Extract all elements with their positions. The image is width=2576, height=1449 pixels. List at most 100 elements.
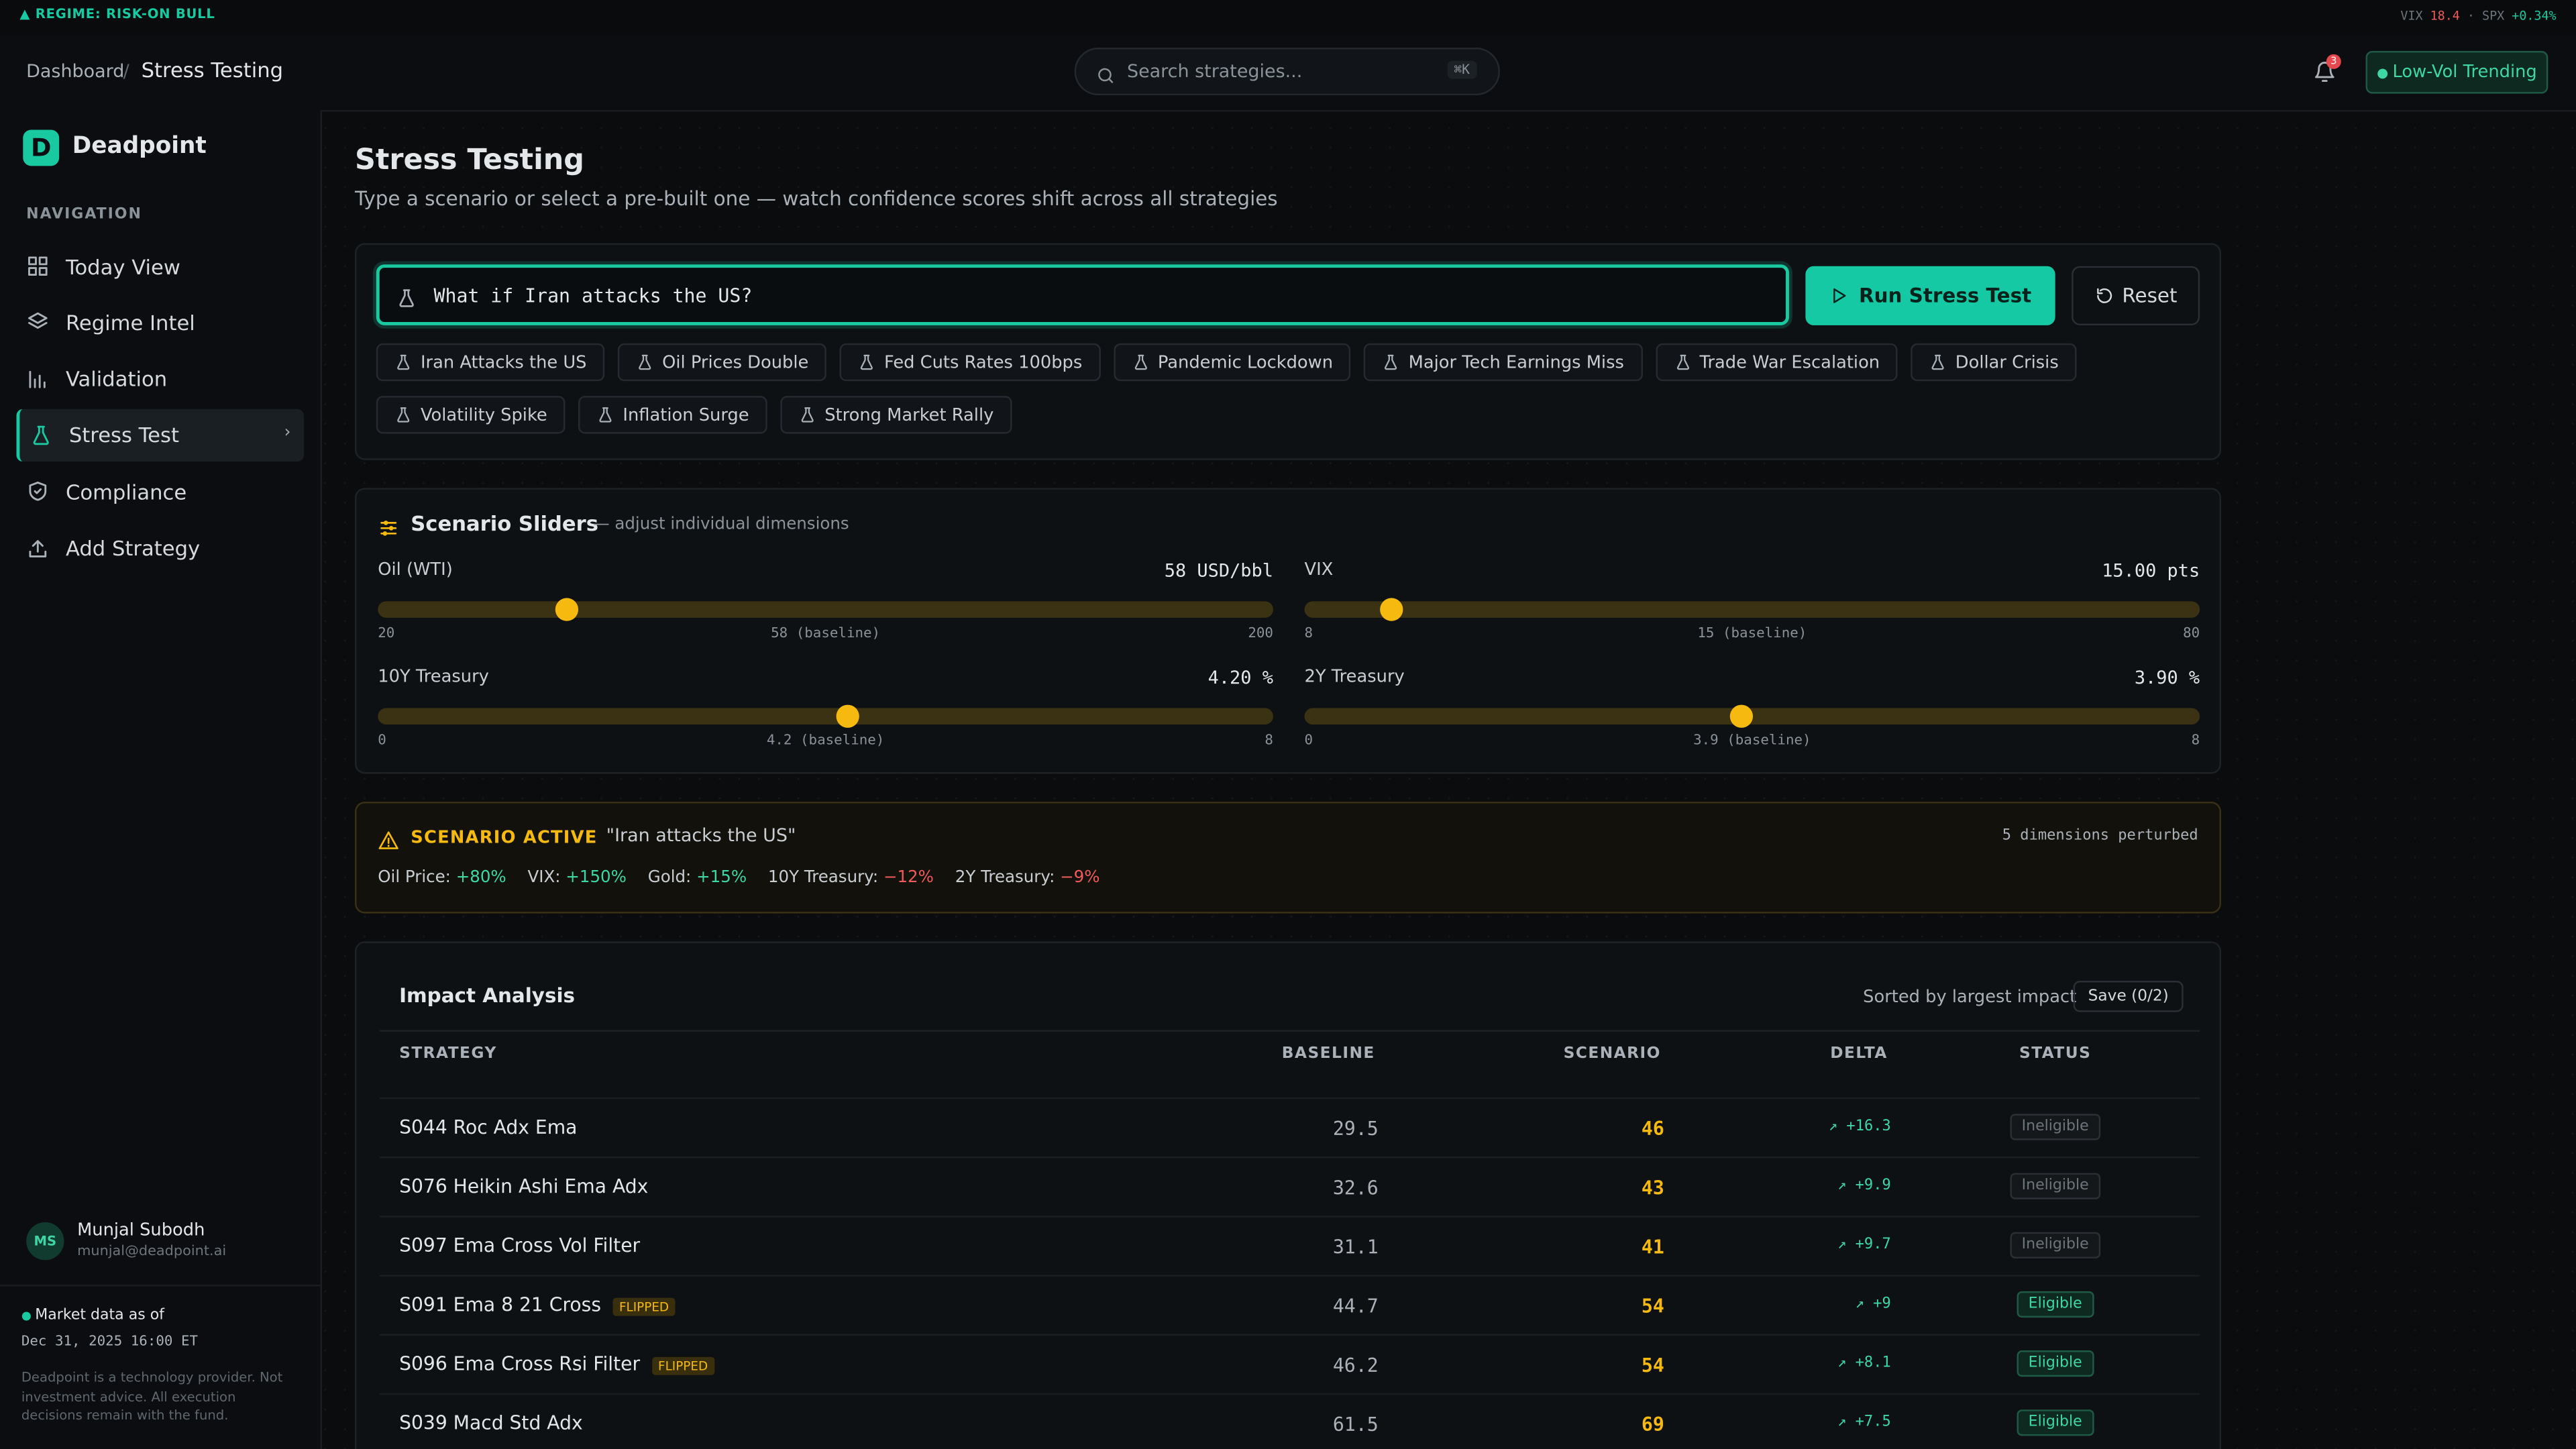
baseline-cell: 29.5 <box>1332 1117 1379 1140</box>
icon-part <box>801 407 814 423</box>
slider-value: 58 USD/bbl <box>1164 560 1273 582</box>
search-box[interactable]: Search strategies... ⌘K <box>1074 48 1500 96</box>
icon-part <box>1932 354 1945 370</box>
strategy-cell: S096 Ema Cross Rsi Filter FLIPPED <box>399 1352 714 1375</box>
breadcrumb-link[interactable]: Dashboard <box>26 60 125 83</box>
icon-part <box>2315 62 2334 78</box>
icon-part <box>380 521 397 536</box>
slider-max: 8 <box>2191 733 2200 749</box>
table-row[interactable]: S044 Roc Adx Ema 29.5 46 ↗ +16.3 Ineligible <box>379 1097 2200 1159</box>
breadcrumb-separator: / <box>123 60 129 83</box>
icon-part <box>32 539 44 552</box>
strategy-name: S039 Macd Std Adx <box>399 1411 583 1434</box>
table-row[interactable]: S076 Heikin Ashi Ema Adx 32.6 43 ↗ +9.9 Inel… <box>379 1157 2200 1218</box>
preset-chip[interactable]: Inflation Surge <box>578 396 767 434</box>
preset-chip[interactable]: Volatility Spike <box>376 396 566 434</box>
icon-part <box>378 831 398 849</box>
preset-chip[interactable]: Trade War Escalation <box>1655 343 1898 382</box>
run-button[interactable]: Run Stress Test <box>1805 266 2055 325</box>
notifications-button[interactable]: 3 <box>2313 54 2341 91</box>
run-label: Run Stress Test <box>1858 284 2032 307</box>
icon-part <box>2096 288 2103 294</box>
icon-part <box>28 322 48 329</box>
nav-label: Stress Test <box>68 423 179 448</box>
regime-badge[interactable]: ● Low-Vol Trending <box>2365 50 2548 94</box>
user-avatar: MS <box>26 1222 64 1260</box>
status-badge: Ineligible <box>2010 1173 2100 1199</box>
reset-button[interactable]: Reset <box>2072 266 2200 325</box>
effect: VIX: +150% <box>528 869 627 888</box>
effect-name: Gold: <box>647 869 692 888</box>
nav-item[interactable]: Compliance <box>16 466 304 518</box>
icon-part <box>29 549 47 557</box>
nav-item[interactable]: Add Strategy <box>16 522 304 574</box>
spx-label: SPX <box>2482 8 2505 23</box>
slider-knob[interactable] <box>1729 704 1753 728</box>
preset-chip[interactable]: Pandemic Lockdown <box>1113 343 1351 382</box>
strategy-cell: S091 Ema 8 21 Cross FLIPPED <box>399 1293 676 1316</box>
nav-item[interactable]: Regime Intel <box>16 297 304 349</box>
slider-track[interactable] <box>378 704 1273 728</box>
strategy-name: S096 Ema Cross Rsi Filter <box>399 1352 641 1375</box>
table-row[interactable]: S091 Ema 8 21 Cross FLIPPED 44.7 54 ↗ +9 Elig… <box>379 1275 2200 1336</box>
icon-part <box>1385 354 1398 370</box>
icon-part <box>28 313 48 329</box>
nav-label: Today View <box>65 254 180 279</box>
column-header: STATUS <box>2019 1044 2092 1063</box>
flipped-badge: FLIPPED <box>651 1356 714 1375</box>
slider-knob[interactable] <box>555 598 579 621</box>
table-row[interactable]: S097 Ema Cross Vol Filter 31.1 41 ↗ +9.7 Ine… <box>379 1216 2200 1277</box>
slider-knob[interactable] <box>836 704 860 728</box>
slider-min: 20 <box>378 626 395 643</box>
preset-chip[interactable]: Major Tech Earnings Miss <box>1364 343 1642 382</box>
icon-part <box>397 354 410 370</box>
effect: Gold: +15% <box>648 869 747 888</box>
preset-label: Strong Market Rally <box>824 405 994 425</box>
status-badge: Eligible <box>2017 1291 2094 1318</box>
icon-part <box>383 521 388 525</box>
save-button[interactable]: Save (0/2) <box>2073 981 2184 1012</box>
icon-part <box>1676 354 1688 370</box>
nav-item[interactable]: Stress Test › <box>16 409 305 462</box>
preset-chip[interactable]: Fed Cuts Rates 100bps <box>839 343 1101 382</box>
preset-label: Pandemic Lockdown <box>1157 352 1334 372</box>
slider-track[interactable] <box>378 598 1273 621</box>
status-dot: ● <box>2377 65 2393 81</box>
effect-list: Oil Price: +80% VIX: +150% Gold: +15% 10Y T… <box>378 869 1099 888</box>
effect-value: +80% <box>455 869 506 888</box>
page-subtitle: Type a scenario or select a pre-built on… <box>354 187 1278 211</box>
preset-chip[interactable]: Oil Prices Double <box>618 343 827 382</box>
vix-value: 18.4 <box>2430 8 2460 23</box>
preset-chip[interactable]: Iran Attacks the US <box>376 343 605 382</box>
nav-chevron: › <box>284 423 291 442</box>
slider-track[interactable] <box>1304 598 2200 621</box>
sliders-title: Scenario Sliders <box>411 511 598 536</box>
vix-label: VIX <box>2400 8 2423 23</box>
scenario-input[interactable]: What if Iran attacks the US? <box>376 264 1789 325</box>
slider-knob[interactable] <box>1380 598 1403 621</box>
nav-item[interactable]: Validation <box>16 353 304 405</box>
preset-chip[interactable]: Dollar Crisis <box>1911 343 2077 382</box>
effect: 2Y Treasury: −9% <box>955 869 1100 888</box>
table-row[interactable]: S039 Macd Std Adx 61.5 69 ↗ +7.5 Eligible <box>379 1393 2200 1449</box>
preset-chip[interactable]: Strong Market Rally <box>780 396 1012 434</box>
nav-item[interactable]: Today View <box>16 240 304 292</box>
preset-label: Oil Prices Double <box>662 352 809 372</box>
impact-card: Impact Analysis Sorted by largest impact S… <box>354 941 2222 1449</box>
effect-value: −12% <box>883 869 934 888</box>
icon-part <box>1134 354 1147 370</box>
effect-name: 2Y Treasury: <box>955 869 1055 888</box>
page-title: Stress Testing <box>354 144 584 178</box>
column-header: STRATEGY <box>399 1044 497 1063</box>
market-data-label: ● Market data as of <box>21 1307 164 1324</box>
slider-track[interactable] <box>1304 704 2200 728</box>
preset-label: Fed Cuts Rates 100bps <box>883 352 1083 372</box>
preset-label: Inflation Surge <box>623 405 749 425</box>
active-quote: "Iran attacks the US" <box>606 824 796 847</box>
icon-part <box>861 354 873 370</box>
strategy-name: S076 Heikin Ashi Ema Adx <box>399 1175 649 1198</box>
icon-part <box>29 482 47 501</box>
table-row[interactable]: S096 Ema Cross Rsi Filter FLIPPED 46.2 54 ↗ … <box>379 1334 2200 1395</box>
strategy-name: S097 Ema Cross Vol Filter <box>399 1234 641 1257</box>
